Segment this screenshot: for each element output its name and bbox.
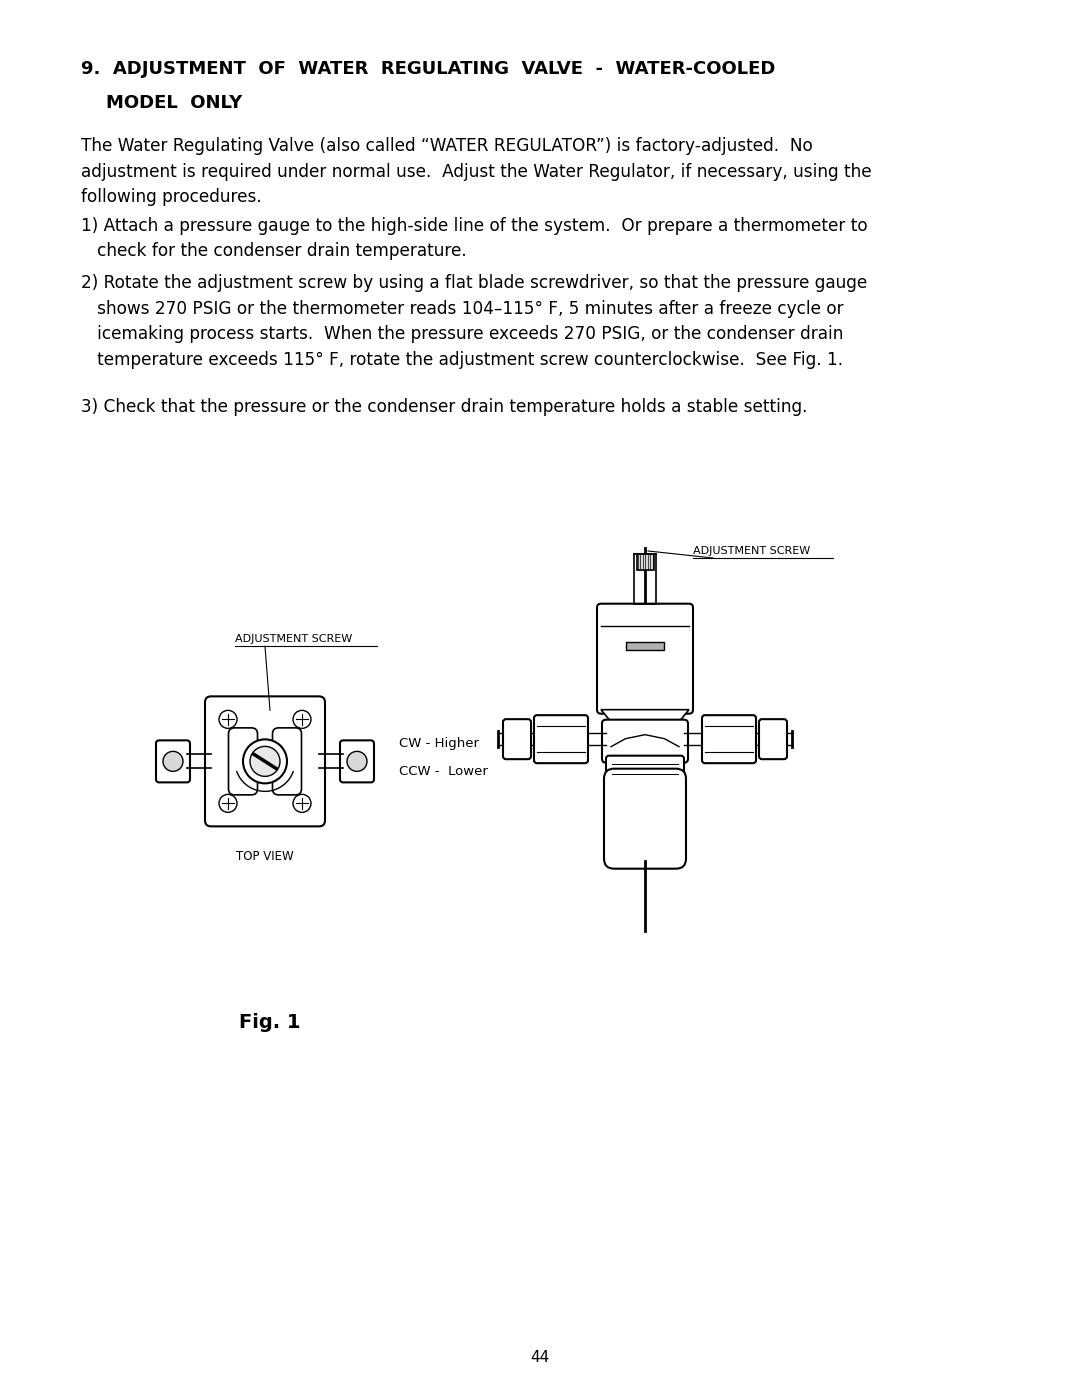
FancyBboxPatch shape xyxy=(205,696,325,827)
FancyBboxPatch shape xyxy=(602,719,688,763)
FancyBboxPatch shape xyxy=(606,756,684,782)
Text: CW - Higher: CW - Higher xyxy=(399,736,480,750)
Text: 9.  ADJUSTMENT  OF  WATER  REGULATING  VALVE  -  WATER-COOLED: 9. ADJUSTMENT OF WATER REGULATING VALVE … xyxy=(81,60,775,78)
FancyBboxPatch shape xyxy=(702,715,756,763)
Circle shape xyxy=(293,710,311,728)
Text: ADJUSTMENT SCREW: ADJUSTMENT SCREW xyxy=(235,634,352,644)
FancyBboxPatch shape xyxy=(503,719,531,759)
FancyBboxPatch shape xyxy=(340,740,374,782)
Text: TOP VIEW: TOP VIEW xyxy=(237,851,294,863)
Text: 3) Check that the pressure or the condenser drain temperature holds a stable set: 3) Check that the pressure or the conden… xyxy=(81,398,808,416)
FancyBboxPatch shape xyxy=(759,719,787,759)
Circle shape xyxy=(249,746,280,777)
Circle shape xyxy=(219,710,237,728)
FancyBboxPatch shape xyxy=(156,740,190,782)
Circle shape xyxy=(163,752,183,771)
Text: CCW -  Lower: CCW - Lower xyxy=(399,766,488,778)
Bar xyxy=(626,641,664,650)
Circle shape xyxy=(219,795,237,813)
FancyBboxPatch shape xyxy=(229,728,257,795)
Text: ADJUSTMENT SCREW: ADJUSTMENT SCREW xyxy=(693,546,810,556)
FancyBboxPatch shape xyxy=(272,728,301,795)
FancyBboxPatch shape xyxy=(534,715,588,763)
FancyBboxPatch shape xyxy=(597,604,693,714)
Bar xyxy=(636,555,653,570)
Text: 2) Rotate the adjustment screw by using a flat blade screwdriver, so that the pr: 2) Rotate the adjustment screw by using … xyxy=(81,274,867,369)
Text: The Water Regulating Valve (also called “WATER REGULATOR”) is factory-adjusted. : The Water Regulating Valve (also called … xyxy=(81,137,872,207)
FancyBboxPatch shape xyxy=(604,768,686,869)
Text: MODEL  ONLY: MODEL ONLY xyxy=(81,94,242,112)
Circle shape xyxy=(347,752,367,771)
Text: 44: 44 xyxy=(530,1350,550,1365)
Circle shape xyxy=(293,795,311,813)
Text: Fig. 1: Fig. 1 xyxy=(240,1013,300,1032)
Polygon shape xyxy=(600,710,689,724)
Text: 1) Attach a pressure gauge to the high-side line of the system.  Or prepare a th: 1) Attach a pressure gauge to the high-s… xyxy=(81,217,867,260)
Circle shape xyxy=(243,739,287,784)
